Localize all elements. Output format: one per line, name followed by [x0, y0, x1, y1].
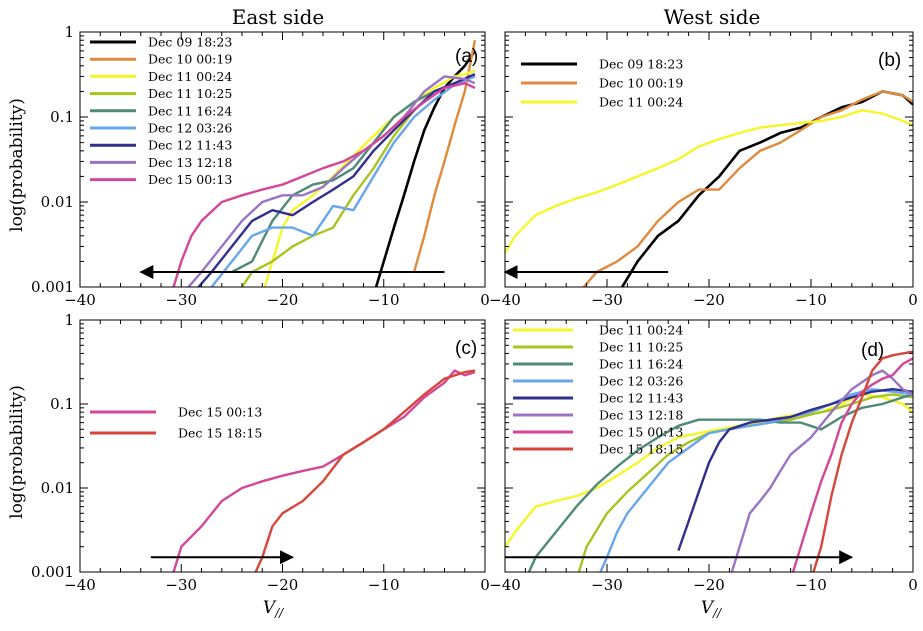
y-tick-label: 0.1 [50, 108, 74, 126]
y-tick-label: 0.1 [50, 395, 74, 413]
series-line [505, 393, 913, 548]
legend-label: Dec 12 11:43 [599, 391, 683, 406]
x-tick-label: −20 [693, 291, 725, 309]
x-tick-label: −30 [165, 576, 197, 594]
series-line [172, 369, 476, 572]
x-tick-label: −30 [165, 291, 197, 309]
legend: Dec 09 18:23 Dec 10 00:19 Dec 11 00:24 [521, 57, 683, 110]
series-line [505, 109, 913, 254]
series-line [186, 75, 476, 287]
x-tick-label: 0 [908, 291, 918, 309]
x-tick-label: −30 [591, 576, 623, 594]
y-tick-label: 0.01 [41, 479, 74, 497]
series-line [791, 357, 913, 572]
x-tick-label: −10 [368, 291, 400, 309]
x-tick-label: −40 [64, 576, 96, 594]
legend-label: Dec 15 18:15 [599, 442, 683, 457]
legend: Dec 15 00:13 Dec 15 18:15 [90, 405, 262, 441]
legend-label: Dec 15 00:13 [148, 172, 232, 187]
series-lines [172, 369, 476, 572]
panel-label: (b) [878, 50, 901, 71]
x-tick-label: −20 [267, 576, 299, 594]
legend: Dec 09 18:23 Dec 10 00:19 Dec 11 00:24 Dec … [90, 35, 232, 187]
legend-label: Dec 09 18:23 [148, 35, 232, 50]
x-tick-label: −40 [489, 576, 521, 594]
series-line [210, 75, 476, 287]
legend-label: Dec 11 16:24 [599, 357, 683, 372]
legend-label: Dec 11 00:24 [599, 323, 683, 338]
x-tick-label: −10 [795, 576, 827, 594]
series-line [172, 82, 476, 287]
x-tick-label: −10 [795, 291, 827, 309]
y-tick-label: 0.001 [31, 563, 74, 581]
series-lines [505, 90, 913, 287]
series-line [254, 369, 476, 572]
series-line [374, 50, 476, 287]
legend-label: Dec 15 18:15 [178, 426, 262, 441]
y-tick-label: 0.01 [41, 193, 74, 211]
y-tick-label: 1 [64, 311, 74, 329]
east-side-title: East side [232, 5, 324, 29]
panel-label: (d) [861, 340, 884, 361]
x-tick-label: −10 [368, 576, 400, 594]
legend-label: Dec 11 10:25 [599, 340, 683, 355]
svg-text:V//: V// [263, 598, 285, 620]
legend-label: Dec 10 00:19 [148, 52, 232, 67]
legend-label: Dec 15 00:13 [178, 405, 262, 420]
panel-label: (c) [455, 338, 477, 359]
series-line [812, 350, 913, 572]
series-line [599, 388, 913, 572]
panel-label: (a) [455, 46, 478, 67]
x-tick-label: −30 [591, 291, 623, 309]
series-line [620, 90, 913, 287]
x-tick-label: −40 [489, 291, 521, 309]
x-tick-label: −20 [267, 291, 299, 309]
y-tick-label: 0.001 [31, 278, 74, 296]
x-tick-label: 0 [480, 576, 490, 594]
series-line [241, 75, 476, 287]
x-tick-label: 0 [480, 291, 490, 309]
plot-frame [79, 319, 486, 573]
legend-label: Dec 15 00:13 [599, 425, 683, 440]
legend-label: Dec 11 16:24 [148, 103, 232, 118]
plot-frame [504, 31, 914, 288]
legend: Dec 11 00:24 Dec 11 10:25 Dec 11 16:24 Dec … [513, 323, 683, 457]
legend-label: Dec 11 00:24 [599, 95, 683, 110]
x-tick-label: −20 [693, 576, 725, 594]
legend-label: Dec 11 10:25 [148, 86, 232, 101]
y-axis-label-bottom: log(probability) [7, 385, 27, 519]
x-tick-label: −40 [64, 291, 96, 309]
series-line [412, 39, 477, 273]
y-axis-label-top: log(probability) [7, 98, 27, 232]
svg-text:V//: V// [701, 598, 723, 620]
series-lines [172, 39, 477, 287]
x-axis-label-left: V// [263, 598, 285, 620]
series-lines [505, 350, 913, 572]
series-line [231, 75, 476, 274]
legend-label: Dec 13 12:18 [599, 408, 683, 423]
west-side-title: West side [664, 5, 761, 29]
series-line [582, 90, 913, 287]
x-tick-label: 0 [908, 576, 918, 594]
legend-label: Dec 12 11:43 [148, 138, 232, 153]
x-axis-label-right: V// [701, 598, 723, 620]
y-tick-label: 1 [64, 23, 74, 41]
series-line [527, 393, 913, 572]
plot-frame [79, 31, 486, 288]
legend-label: Dec 12 03:26 [148, 121, 232, 136]
legend-label: Dec 09 18:23 [599, 57, 683, 72]
legend-label: Dec 10 00:19 [599, 76, 683, 91]
series-line [677, 388, 913, 551]
legend-label: Dec 12 03:26 [599, 374, 683, 389]
legend-label: Dec 11 00:24 [148, 69, 232, 84]
legend-label: Dec 13 12:18 [148, 155, 232, 170]
plot-frame [504, 319, 914, 573]
series-line [196, 73, 476, 287]
